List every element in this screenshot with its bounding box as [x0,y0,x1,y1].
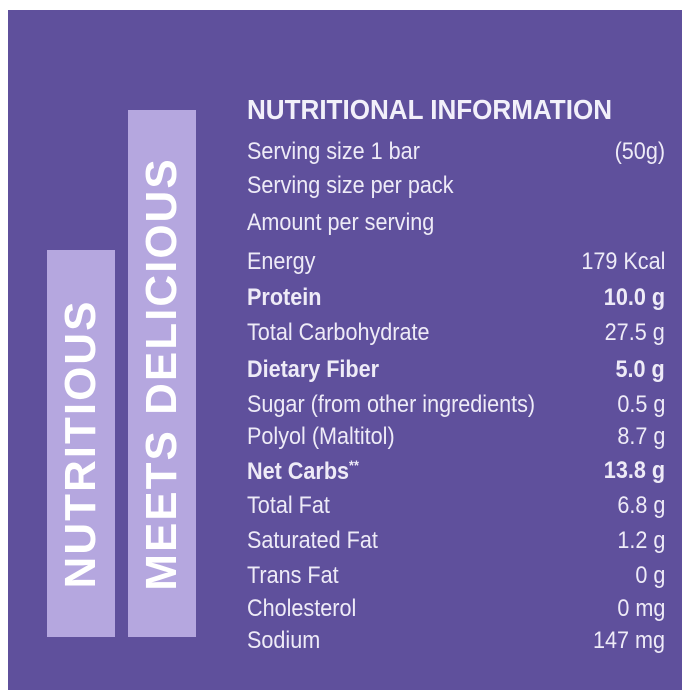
row-label-wrap: Serving size 1 bar [247,138,420,166]
row-label-wrap: Amount per serving [247,209,434,237]
row-value: 0 g [634,562,665,589]
row-label: Amount per serving [247,209,435,236]
row-label: Total Fat [247,492,330,519]
row-label-wrap: Trans Fat [247,562,339,590]
row-value: 13.8 g [603,457,665,484]
side-box: MEETS DELICIOUS [128,110,196,637]
row-label-wrap: Dietary Fiber [247,356,379,384]
row-value: 179 Kcal [580,248,665,275]
row-label-wrap: Cholesterol [247,595,356,623]
side-label: NUTRITIOUS [56,299,105,588]
row-value: 10.0 g [603,284,665,311]
row-label: Serving size 1 bar [247,138,420,165]
row-value: 147 mg [592,627,665,654]
row-label: Sodium [247,627,321,654]
row-label: Cholesterol [247,595,357,622]
row-label-wrap: Sodium [247,627,320,655]
row-label: Trans Fat [247,562,339,589]
row-label: Energy [247,248,316,275]
row-label-wrap: Net Carbs** [247,457,359,486]
side-label: MEETS DELICIOUS [137,156,186,591]
row-value: 1.2 g [616,527,665,554]
row-value: 8.7 g [616,423,665,450]
row-label-wrap: Protein [247,284,321,312]
row-value: (50g) [614,138,665,165]
row-label: Polyol (Maltitol) [247,423,395,450]
side-box: NUTRITIOUS [47,250,115,637]
row-label-wrap: Total Fat [247,492,330,520]
row-label: Sugar (from other ingredients) [247,391,536,418]
row-label-wrap: Energy [247,248,315,276]
row-label: Serving size per pack [247,172,454,199]
background [8,10,682,690]
row-label: Dietary Fiber [247,356,380,383]
row-value: 0 mg [616,595,665,622]
row-label-wrap: Saturated Fat [247,527,378,555]
row-label-wrap: Polyol (Maltitol) [247,423,395,451]
panel-title: NUTRITIONAL INFORMATION [247,94,613,125]
row-note: ** [349,457,359,473]
row-value: 0.5 g [616,391,665,418]
row-value: 27.5 g [604,319,665,346]
row-label-wrap: Total Carbohydrate [247,319,430,347]
row-label-wrap: Serving size per pack [247,172,454,200]
row-value: 5.0 g [615,356,665,383]
row-label: Total Carbohydrate [247,319,430,346]
row-value: 6.8 g [616,492,665,519]
row-label: Saturated Fat [247,527,378,554]
row-label: Protein [247,284,322,311]
row-label-wrap: Sugar (from other ingredients) [247,391,535,419]
row-label: Net Carbs [247,458,350,485]
